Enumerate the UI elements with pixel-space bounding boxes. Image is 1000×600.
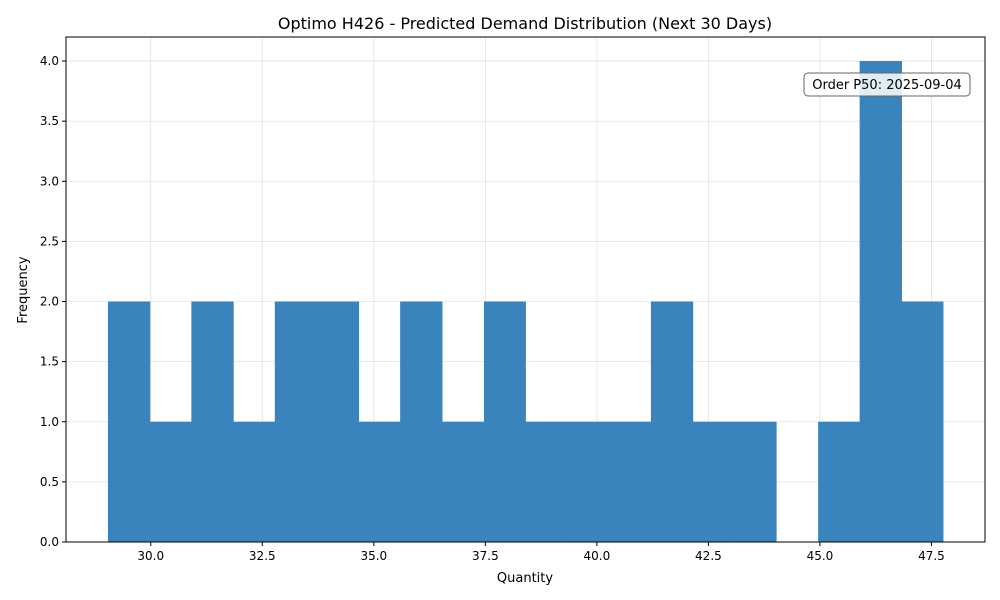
histogram-bar [191, 301, 234, 542]
histogram-bar [650, 301, 694, 542]
x-tick-label: 40.0 [584, 549, 611, 563]
y-axis-ticks: 0.0 0.5 1.0 1.5 2.0 2.5 3.0 3.5 4.0 [40, 54, 66, 549]
x-tick-label: 37.5 [472, 549, 499, 563]
x-axis-label: Quantity [497, 571, 553, 586]
y-tick-label: 0.0 [40, 535, 59, 549]
histogram-bar [901, 301, 944, 542]
histogram-bar [274, 301, 318, 542]
y-tick-label: 2.5 [40, 234, 59, 248]
histogram-bar [859, 61, 902, 543]
histogram-bars [107, 61, 944, 543]
histogram-bar [484, 301, 526, 542]
histogram-bar [734, 421, 777, 542]
histogram-bar [818, 421, 861, 542]
histogram-bar [608, 421, 652, 542]
histogram-bar [358, 421, 401, 542]
x-tick-label: 42.5 [695, 549, 722, 563]
chart-title: Optimo H426 - Predicted Demand Distribut… [278, 14, 772, 33]
plot-frame [65, 36, 986, 543]
y-tick-label: 4.0 [40, 54, 59, 68]
y-tick-label: 0.5 [40, 475, 59, 489]
histogram-bar [400, 301, 443, 542]
histogram-bar [316, 301, 360, 542]
histogram-bar [107, 301, 151, 542]
histogram-bar [692, 421, 735, 542]
histogram-bar [442, 421, 485, 542]
histogram-bar [525, 421, 568, 542]
annotation-text: Order P50: 2025-09-04 [812, 78, 962, 93]
x-tick-label: 32.5 [249, 549, 276, 563]
annotation-box: Order P50: 2025-09-04 [803, 72, 971, 97]
y-tick-label: 1.0 [40, 415, 59, 429]
x-tick-label: 35.0 [360, 549, 387, 563]
histogram-bar [149, 421, 192, 542]
y-tick-label: 3.5 [40, 114, 59, 128]
annotation-frame [803, 72, 971, 97]
x-tick-label: 47.5 [918, 549, 945, 563]
histogram-bar [233, 421, 276, 542]
x-tick-label: 45.0 [807, 549, 834, 563]
y-axis-label: Frequency [16, 256, 31, 323]
x-axis-ticks: 30.0 32.5 35.0 37.5 40.0 42.5 45.0 47.5 [137, 542, 945, 563]
y-tick-label: 3.0 [40, 174, 59, 188]
histogram-bar [567, 421, 610, 542]
x-tick-label: 30.0 [137, 549, 164, 563]
y-tick-label: 1.5 [40, 355, 59, 369]
y-tick-label: 2.0 [40, 295, 59, 309]
